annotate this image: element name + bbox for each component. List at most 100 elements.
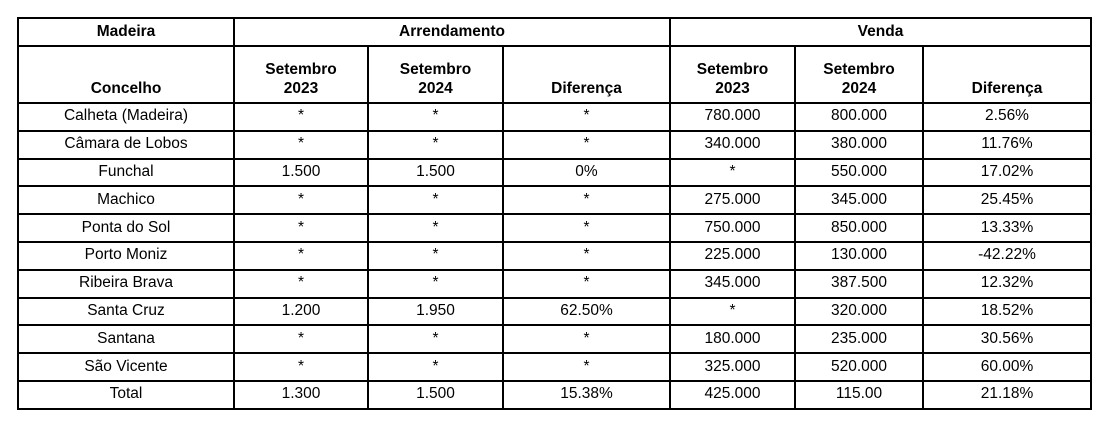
cell-venda-2024: 345.000 [794,185,924,216]
table-row: Calheta (Madeira) * * * 780.000 800.000 … [17,102,1092,132]
cell-venda-2023: 750.000 [669,213,796,243]
cell-arrendamento-2024: * [367,240,504,271]
table-row: São Vicente * * * 325.000 520.000 60.00% [17,352,1092,382]
cell-venda-diferenca: 12.32% [922,268,1092,299]
month-label: Setembro [696,61,769,79]
year-label: 2023 [283,80,319,98]
cell-arrendamento-diferenca: * [502,268,671,299]
table-row: Total 1.300 1.500 15.38% 425.000 115.00 … [17,379,1092,410]
cell-arrendamento-2023: 1.500 [233,157,369,188]
cell-arrendamento-diferenca: * [502,213,671,243]
cell-concelho: Calheta (Madeira) [17,102,235,132]
cell-arrendamento-diferenca: * [502,240,671,271]
cell-venda-diferenca: -42.22% [922,240,1092,271]
table-row: Ribeira Brava * * * 345.000 387.500 12.3… [17,268,1092,299]
cell-venda-2024: 800.000 [794,102,924,132]
cell-venda-diferenca: 2.56% [922,102,1092,132]
col-header-venda-setembro-2023: Setembro 2023 [669,45,796,104]
cell-arrendamento-2024: * [367,352,504,382]
cell-venda-2023: 345.000 [669,268,796,299]
month-label: Setembro [265,61,337,79]
cell-venda-2023: 425.000 [669,379,796,410]
year-label: 2024 [841,80,877,98]
cell-venda-diferenca: 13.33% [922,213,1092,243]
cell-venda-2024: 320.000 [794,296,924,327]
cell-concelho: Machico [17,185,235,216]
col-header-concelho: Concelho [17,45,235,104]
cell-venda-diferenca: 17.02% [922,157,1092,188]
cell-venda-2024: 387.500 [794,268,924,299]
cell-arrendamento-diferenca: * [502,352,671,382]
cell-arrendamento-diferenca: * [502,102,671,132]
cell-arrendamento-2023: * [233,324,369,355]
group-header-arrendamento: Arrendamento [233,17,671,47]
year-label: 2024 [418,80,453,98]
col-header-venda-diferenca: Diferença [922,45,1092,104]
month-label: Setembro [823,61,895,79]
col-header-venda-setembro-2024: Setembro 2024 [794,45,924,104]
madeira-price-table: Madeira Arrendamento Venda Concelho Sete… [17,17,1092,410]
cell-arrendamento-diferenca: * [502,324,671,355]
cell-venda-2023: * [669,296,796,327]
cell-arrendamento-2023: 1.300 [233,379,369,410]
cell-venda-diferenca: 21.18% [922,379,1092,410]
cell-venda-2024: 130.000 [794,240,924,271]
cell-arrendamento-2023: * [233,102,369,132]
cell-venda-2023: * [669,157,796,188]
month-label: Setembro [399,61,472,79]
group-header-venda: Venda [669,17,1092,47]
col-header-arr-setembro-2023: Setembro 2023 [233,45,369,104]
header-column-row: Concelho Setembro 2023 Setembro 2024 Dif… [17,45,1092,104]
table-body: Calheta (Madeira) * * * 780.000 800.000 … [17,102,1092,410]
cell-venda-2024: 520.000 [794,352,924,382]
col-header-arr-diferenca: Diferença [502,45,671,104]
cell-concelho: Funchal [17,157,235,188]
cell-venda-2023: 780.000 [669,102,796,132]
cell-arrendamento-2023: 1.200 [233,296,369,327]
table-row: Ponta do Sol * * * 750.000 850.000 13.33… [17,213,1092,243]
cell-venda-2023: 225.000 [669,240,796,271]
cell-concelho: Câmara de Lobos [17,129,235,160]
table-row: Porto Moniz * * * 225.000 130.000 -42.22… [17,240,1092,271]
cell-arrendamento-2024: * [367,213,504,243]
table-row: Funchal 1.500 1.500 0% * 550.000 17.02% [17,157,1092,188]
cell-arrendamento-2023: * [233,352,369,382]
cell-venda-diferenca: 18.52% [922,296,1092,327]
cell-concelho: Santana [17,324,235,355]
cell-arrendamento-2024: 1.500 [367,157,504,188]
cell-arrendamento-diferenca: 15.38% [502,379,671,410]
cell-venda-diferenca: 25.45% [922,185,1092,216]
cell-arrendamento-2024: * [367,324,504,355]
cell-venda-2024: 115.00 [794,379,924,410]
header-group-row: Madeira Arrendamento Venda [17,17,1092,47]
cell-venda-2023: 180.000 [669,324,796,355]
cell-arrendamento-2023: * [233,213,369,243]
cell-venda-diferenca: 30.56% [922,324,1092,355]
cell-venda-2023: 275.000 [669,185,796,216]
cell-venda-2024: 380.000 [794,129,924,160]
year-label: 2023 [715,80,750,98]
cell-concelho: Santa Cruz [17,296,235,327]
cell-arrendamento-2024: 1.950 [367,296,504,327]
table-row: Câmara de Lobos * * * 340.000 380.000 11… [17,129,1092,160]
cell-concelho: Ponta do Sol [17,213,235,243]
cell-venda-diferenca: 11.76% [922,129,1092,160]
cell-arrendamento-2024: 1.500 [367,379,504,410]
table-row: Santa Cruz 1.200 1.950 62.50% * 320.000 … [17,296,1092,327]
cell-arrendamento-2023: * [233,129,369,160]
col-header-arr-setembro-2024: Setembro 2024 [367,45,504,104]
cell-concelho: São Vicente [17,352,235,382]
cell-venda-diferenca: 60.00% [922,352,1092,382]
cell-arrendamento-2024: * [367,102,504,132]
table-row: Santana * * * 180.000 235.000 30.56% [17,324,1092,355]
region-header: Madeira [17,17,235,47]
cell-arrendamento-2024: * [367,185,504,216]
cell-arrendamento-diferenca: 62.50% [502,296,671,327]
table-header: Madeira Arrendamento Venda Concelho Sete… [17,17,1092,104]
cell-concelho: Porto Moniz [17,240,235,271]
table-row: Machico * * * 275.000 345.000 25.45% [17,185,1092,216]
cell-arrendamento-diferenca: * [502,129,671,160]
cell-concelho: Total [17,379,235,410]
cell-arrendamento-diferenca: * [502,185,671,216]
